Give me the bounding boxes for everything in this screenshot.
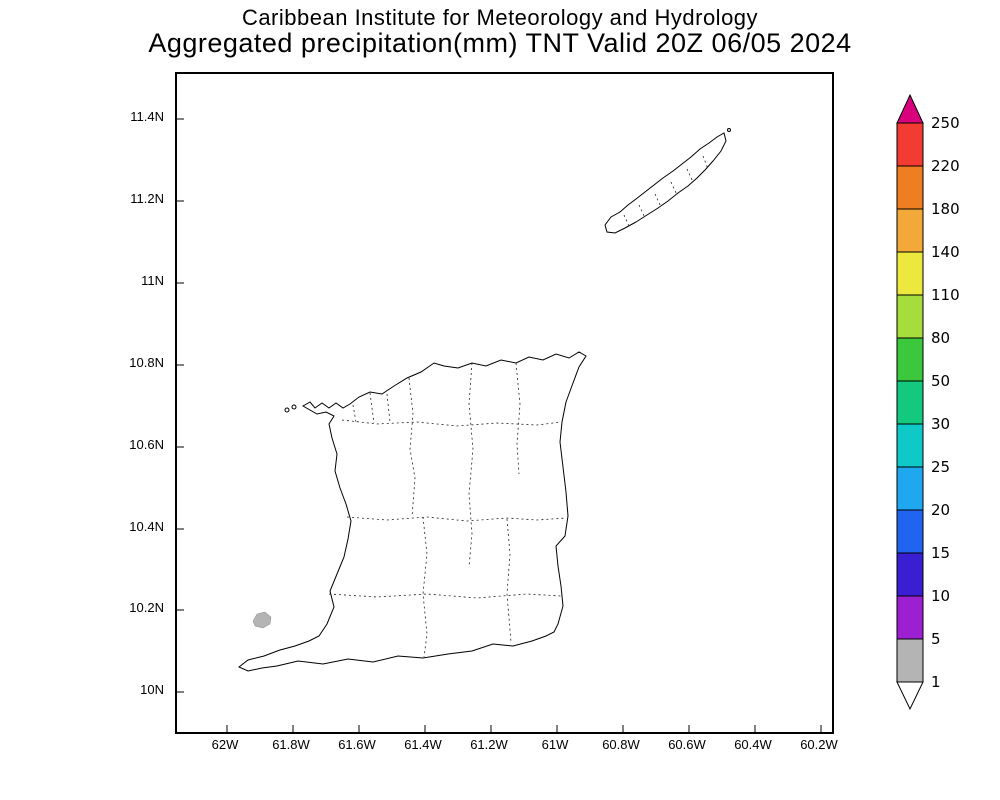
x-axis-label: 61.2W [470,737,508,752]
admin-boundary [408,377,416,518]
colorbar-label: 5 [931,630,941,648]
offshore-islet [291,404,297,410]
admin-boundary [422,516,428,658]
colorbar-label: 180 [931,200,960,218]
precip-area-gray [252,611,272,629]
y-axis-label: 10N [140,682,164,697]
colorbar: 250 220 180 140 110 80 50 30 25 20 15 10… [895,93,970,713]
colorbar-canvas: 250 220 180 140 110 80 50 30 25 20 15 10… [896,93,960,711]
x-axis-label: 61W [541,737,569,752]
admin-boundary [515,362,521,475]
colorbar-segment [896,552,924,597]
colorbar-segment [896,509,924,554]
trinidad-outline [238,351,587,672]
colorbar-segment [896,638,924,683]
x-axis-label: 60.8W [602,737,640,752]
y-axis-label: 10.8N [129,355,164,370]
y-axis-label: 10.2N [129,600,164,615]
admin-boundary [352,392,391,424]
colorbar-label: 10 [931,587,950,605]
x-axis-label: 61.8W [272,737,310,752]
colorbar-segment [896,423,924,468]
colorbar-label: 140 [931,243,960,261]
y-axis-label: 11N [141,273,164,288]
x-axis-label: 60.6W [668,737,706,752]
colorbar-segment [896,466,924,511]
admin-boundary [346,516,567,522]
colorbar-segment [896,251,924,296]
colorbar-label: 80 [931,329,950,347]
colorbar-arrow-top [896,93,924,124]
colorbar-label: 1 [931,673,941,691]
x-axis-ticks [226,725,822,732]
colorbar-label: 250 [931,114,960,132]
y-axis-label: 11.2N [130,191,164,206]
x-axis-label: 60.2W [800,737,838,752]
x-axis-label: 61.6W [338,737,376,752]
colorbar-segment [896,380,924,425]
x-axis-label: 62W [211,737,239,752]
colorbar-segment [896,165,924,210]
colorbar-label: 50 [931,372,950,390]
admin-boundary [328,593,562,599]
colorbar-segment [896,122,924,167]
colorbar-label: 30 [931,415,950,433]
map-canvas [177,118,822,732]
colorbar-segment [896,294,924,339]
colorbar-segment [896,337,924,382]
y-axis-ticks [177,118,184,693]
map-plot [175,72,834,734]
admin-boundary [623,155,709,227]
y-axis-label: 10.4N [129,519,164,534]
y-axis-label: 10.6N [129,437,164,452]
colorbar-label: 20 [931,501,950,519]
x-axis-label: 60.4W [734,737,772,752]
colorbar-label: 25 [931,458,950,476]
colorbar-segment [896,595,924,640]
y-axis-label: 11.4N [130,109,164,124]
colorbar-label: 15 [931,544,950,562]
colorbar-label: 110 [931,286,960,304]
colorbar-arrow-bottom [896,681,924,711]
colorbar-label: 220 [931,157,960,175]
admin-boundary [506,518,512,643]
colorbar-segment [896,208,924,253]
admin-boundary [341,419,562,427]
offshore-islet [727,128,731,132]
page-title: Caribbean Institute for Meteorology and … [241,5,759,30]
page-subtitle: Aggregated precipitation(mm) TNT Valid 2… [148,28,852,58]
tobago-outline [604,132,727,234]
x-axis-label: 61.4W [404,737,442,752]
offshore-islet [284,407,290,413]
